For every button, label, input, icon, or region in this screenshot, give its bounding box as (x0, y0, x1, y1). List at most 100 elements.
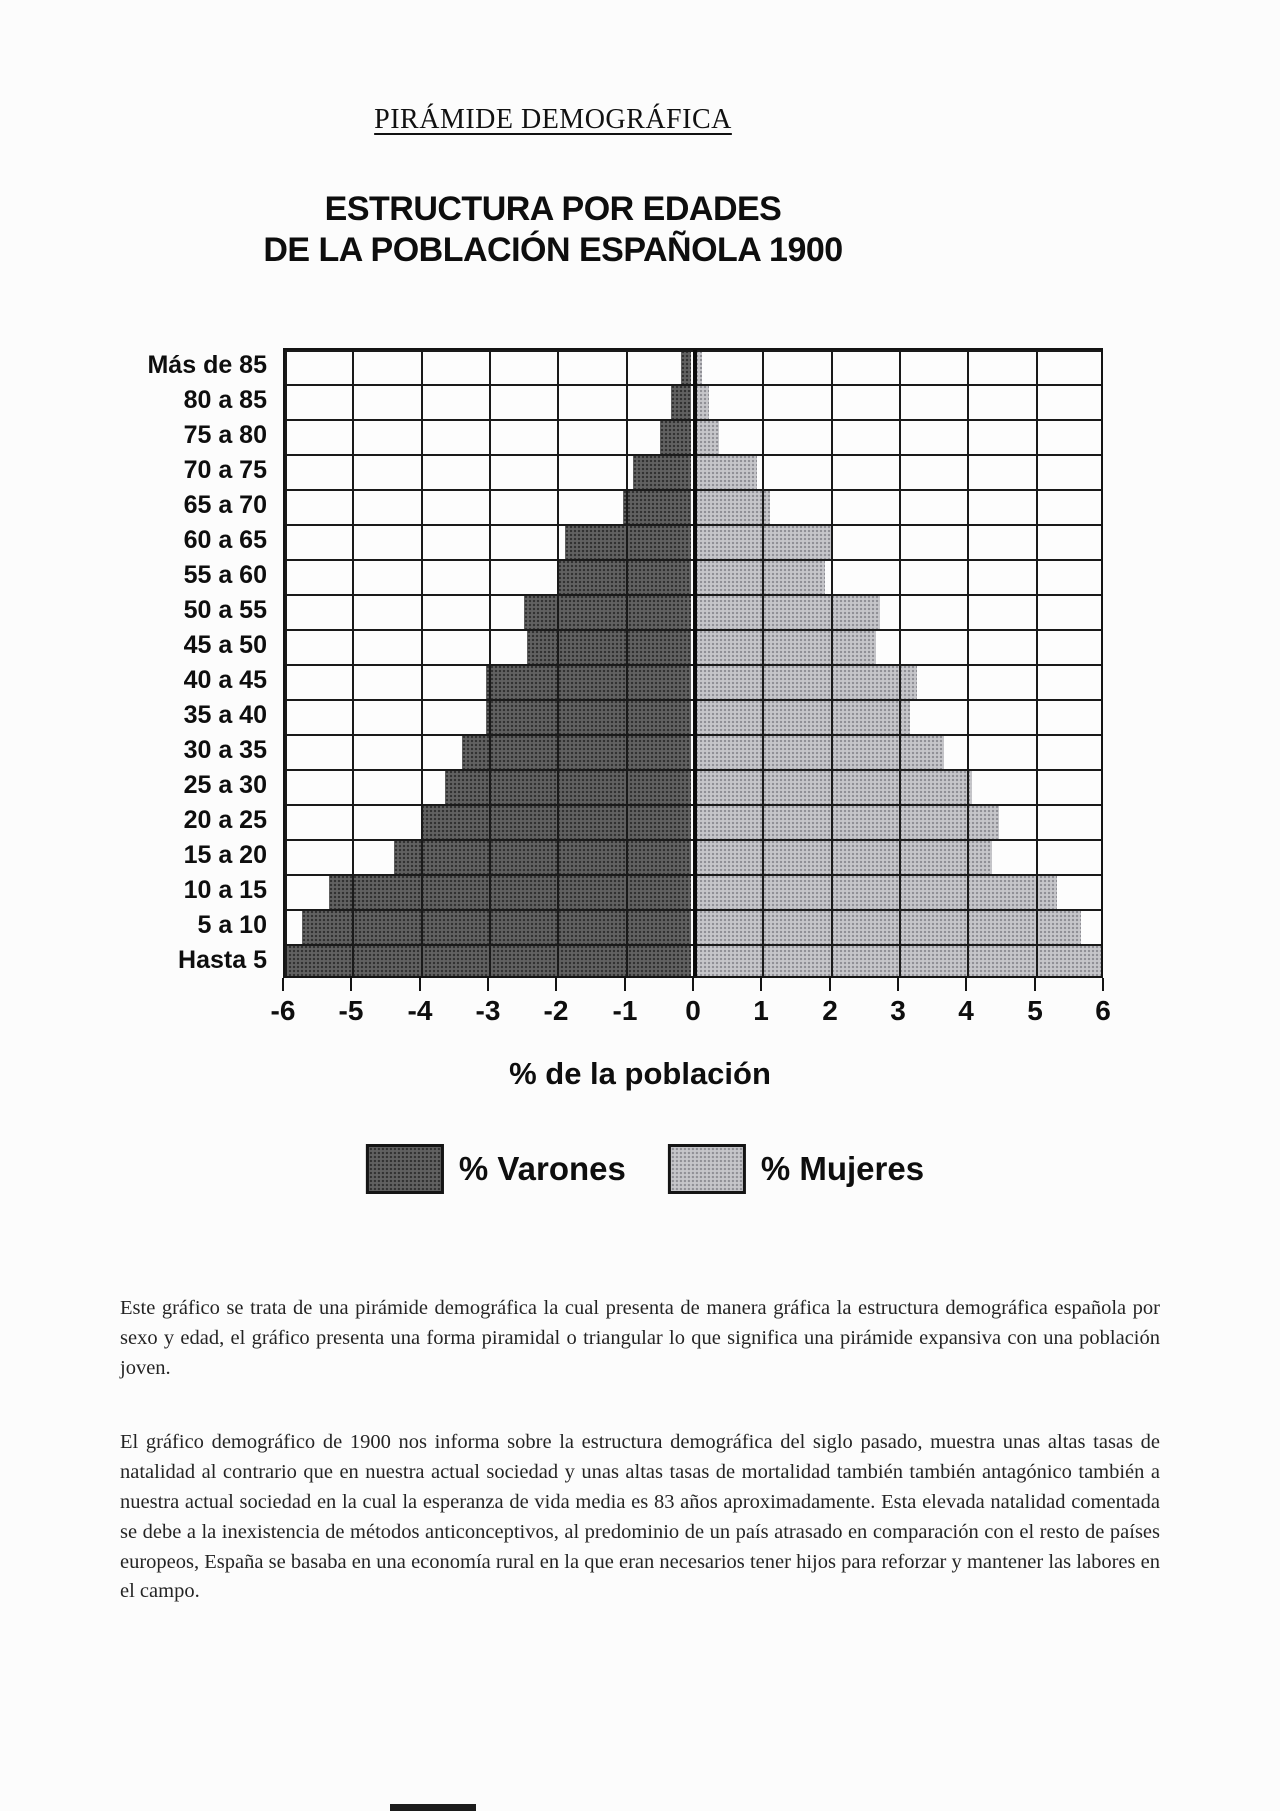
grid-line-vertical (1101, 350, 1103, 976)
y-axis-label: 40 a 45 (183, 666, 267, 694)
y-axis-label: 20 a 25 (183, 806, 267, 834)
bar-male (445, 770, 691, 805)
pyramid-row (285, 455, 1101, 490)
bar-female (695, 350, 702, 385)
bar-female (695, 630, 877, 665)
x-axis-tick (760, 978, 762, 991)
bar-male (393, 840, 691, 875)
y-axis-label: 15 a 20 (183, 841, 267, 869)
x-axis-tick (419, 978, 421, 991)
pyramid-row (285, 595, 1101, 630)
x-axis-tick-label: 5 (1027, 995, 1043, 1026)
bar-female (695, 840, 993, 875)
x-axis-tick-label: -6 (270, 995, 296, 1026)
bar-female (695, 490, 771, 525)
bar-female (695, 665, 918, 700)
pyramid-row (285, 840, 1101, 875)
bar-male (421, 805, 691, 840)
legend-label-varones: % Varones (458, 1150, 626, 1187)
x-axis-tick-label: 4 (958, 995, 974, 1026)
x-axis-tick (350, 978, 352, 991)
chart-title: ESTRUCTURA POR EDADES DE LA POBLACIÓN ES… (263, 189, 843, 271)
x-axis-ticks (282, 978, 1104, 994)
x-axis-tick-labels: -6 -5 -4 -3 -2 -1 0 1 2 3 4 5 6 (271, 995, 1111, 1029)
y-axis-label: 10 a 15 (183, 876, 267, 904)
x-axis-tick (624, 978, 626, 991)
y-axis-label: 5 a 10 (197, 911, 267, 939)
chart-title-line1: ESTRUCTURA POR EDADES (324, 190, 782, 228)
bar-female (695, 455, 757, 490)
legend-swatch-varones (365, 1144, 444, 1194)
bar-male (632, 455, 691, 490)
bar-male (486, 665, 691, 700)
bar-male (564, 525, 691, 560)
y-axis-label: 55 a 60 (183, 561, 267, 589)
x-axis-tick-label: 1 (753, 995, 769, 1026)
y-axis-label: 65 a 70 (183, 491, 267, 519)
scan-artifact (390, 1804, 476, 1811)
x-axis-tick (829, 978, 831, 991)
x-axis-tick (1034, 978, 1036, 991)
bar-female (695, 945, 1101, 976)
bar-male (527, 630, 691, 665)
x-axis-tick (555, 978, 557, 991)
x-axis-tick (282, 978, 284, 991)
bar-male (301, 910, 691, 945)
zero-axis-line (693, 350, 697, 976)
pyramid-row (285, 420, 1101, 455)
x-axis-tick (897, 978, 899, 991)
bar-female (695, 560, 825, 595)
y-axis-label: 25 a 30 (183, 771, 267, 799)
bar-male (680, 350, 691, 385)
bar-female (695, 735, 945, 770)
bar-male (328, 875, 691, 910)
y-axis-label: 70 a 75 (183, 456, 267, 484)
bar-male (622, 490, 691, 525)
y-axis-label: 60 a 65 (183, 526, 267, 554)
x-axis-tick-label: -1 (612, 995, 638, 1026)
y-axis-label: Más de 85 (147, 351, 267, 379)
bar-male (486, 700, 691, 735)
x-axis-tick (965, 978, 967, 991)
x-axis-title: % de la población (509, 1056, 771, 1091)
bar-female (695, 385, 709, 420)
x-axis-tick (692, 978, 694, 991)
page-title: PIRÁMIDE DEMOGRÁFICA (374, 104, 732, 135)
pyramid-row (285, 665, 1101, 700)
bar-female (695, 770, 972, 805)
y-axis-label: 50 a 55 (183, 596, 267, 624)
x-axis-tick (1102, 978, 1104, 991)
pyramid-row (285, 560, 1101, 595)
paragraph-2: El gráfico demográfico de 1900 nos infor… (120, 1431, 1160, 1603)
x-axis-tick-label: 2 (822, 995, 838, 1026)
pyramid-row (285, 770, 1101, 805)
bar-female (695, 875, 1058, 910)
bar-female (695, 525, 832, 560)
bar-male (557, 560, 691, 595)
x-axis-tick-label: -2 (543, 995, 569, 1026)
bar-female (695, 700, 911, 735)
y-axis-label: 35 a 40 (183, 701, 267, 729)
bar-male (523, 595, 691, 630)
x-axis-tick-label: 3 (890, 995, 906, 1026)
paragraph-1: Este gráfico se trata de una pirámide de… (120, 1297, 1160, 1379)
pyramid-row (285, 385, 1101, 420)
chart-legend: % Varones % Mujeres (365, 1144, 924, 1194)
x-axis-tick-label: -5 (338, 995, 364, 1026)
bar-male (285, 945, 691, 976)
pyramid-row (285, 630, 1101, 665)
y-axis-label: 30 a 35 (183, 736, 267, 764)
body-text: Este gráfico se trata de una pirámide de… (120, 1294, 1160, 1607)
pyramid-row (285, 700, 1101, 735)
x-axis-tick (487, 978, 489, 991)
pyramid-row (285, 735, 1101, 770)
y-axis-labels: Más de 85 80 a 85 75 a 80 70 a 75 65 a 70 60 … (98, 348, 275, 978)
bar-male (670, 385, 691, 420)
y-axis-label: 75 a 80 (183, 421, 267, 449)
pyramid-row (285, 875, 1101, 910)
pyramid-rows (285, 350, 1101, 976)
pyramid-row (285, 805, 1101, 840)
y-axis-label: Hasta 5 (178, 946, 267, 974)
bar-female (695, 805, 1000, 840)
